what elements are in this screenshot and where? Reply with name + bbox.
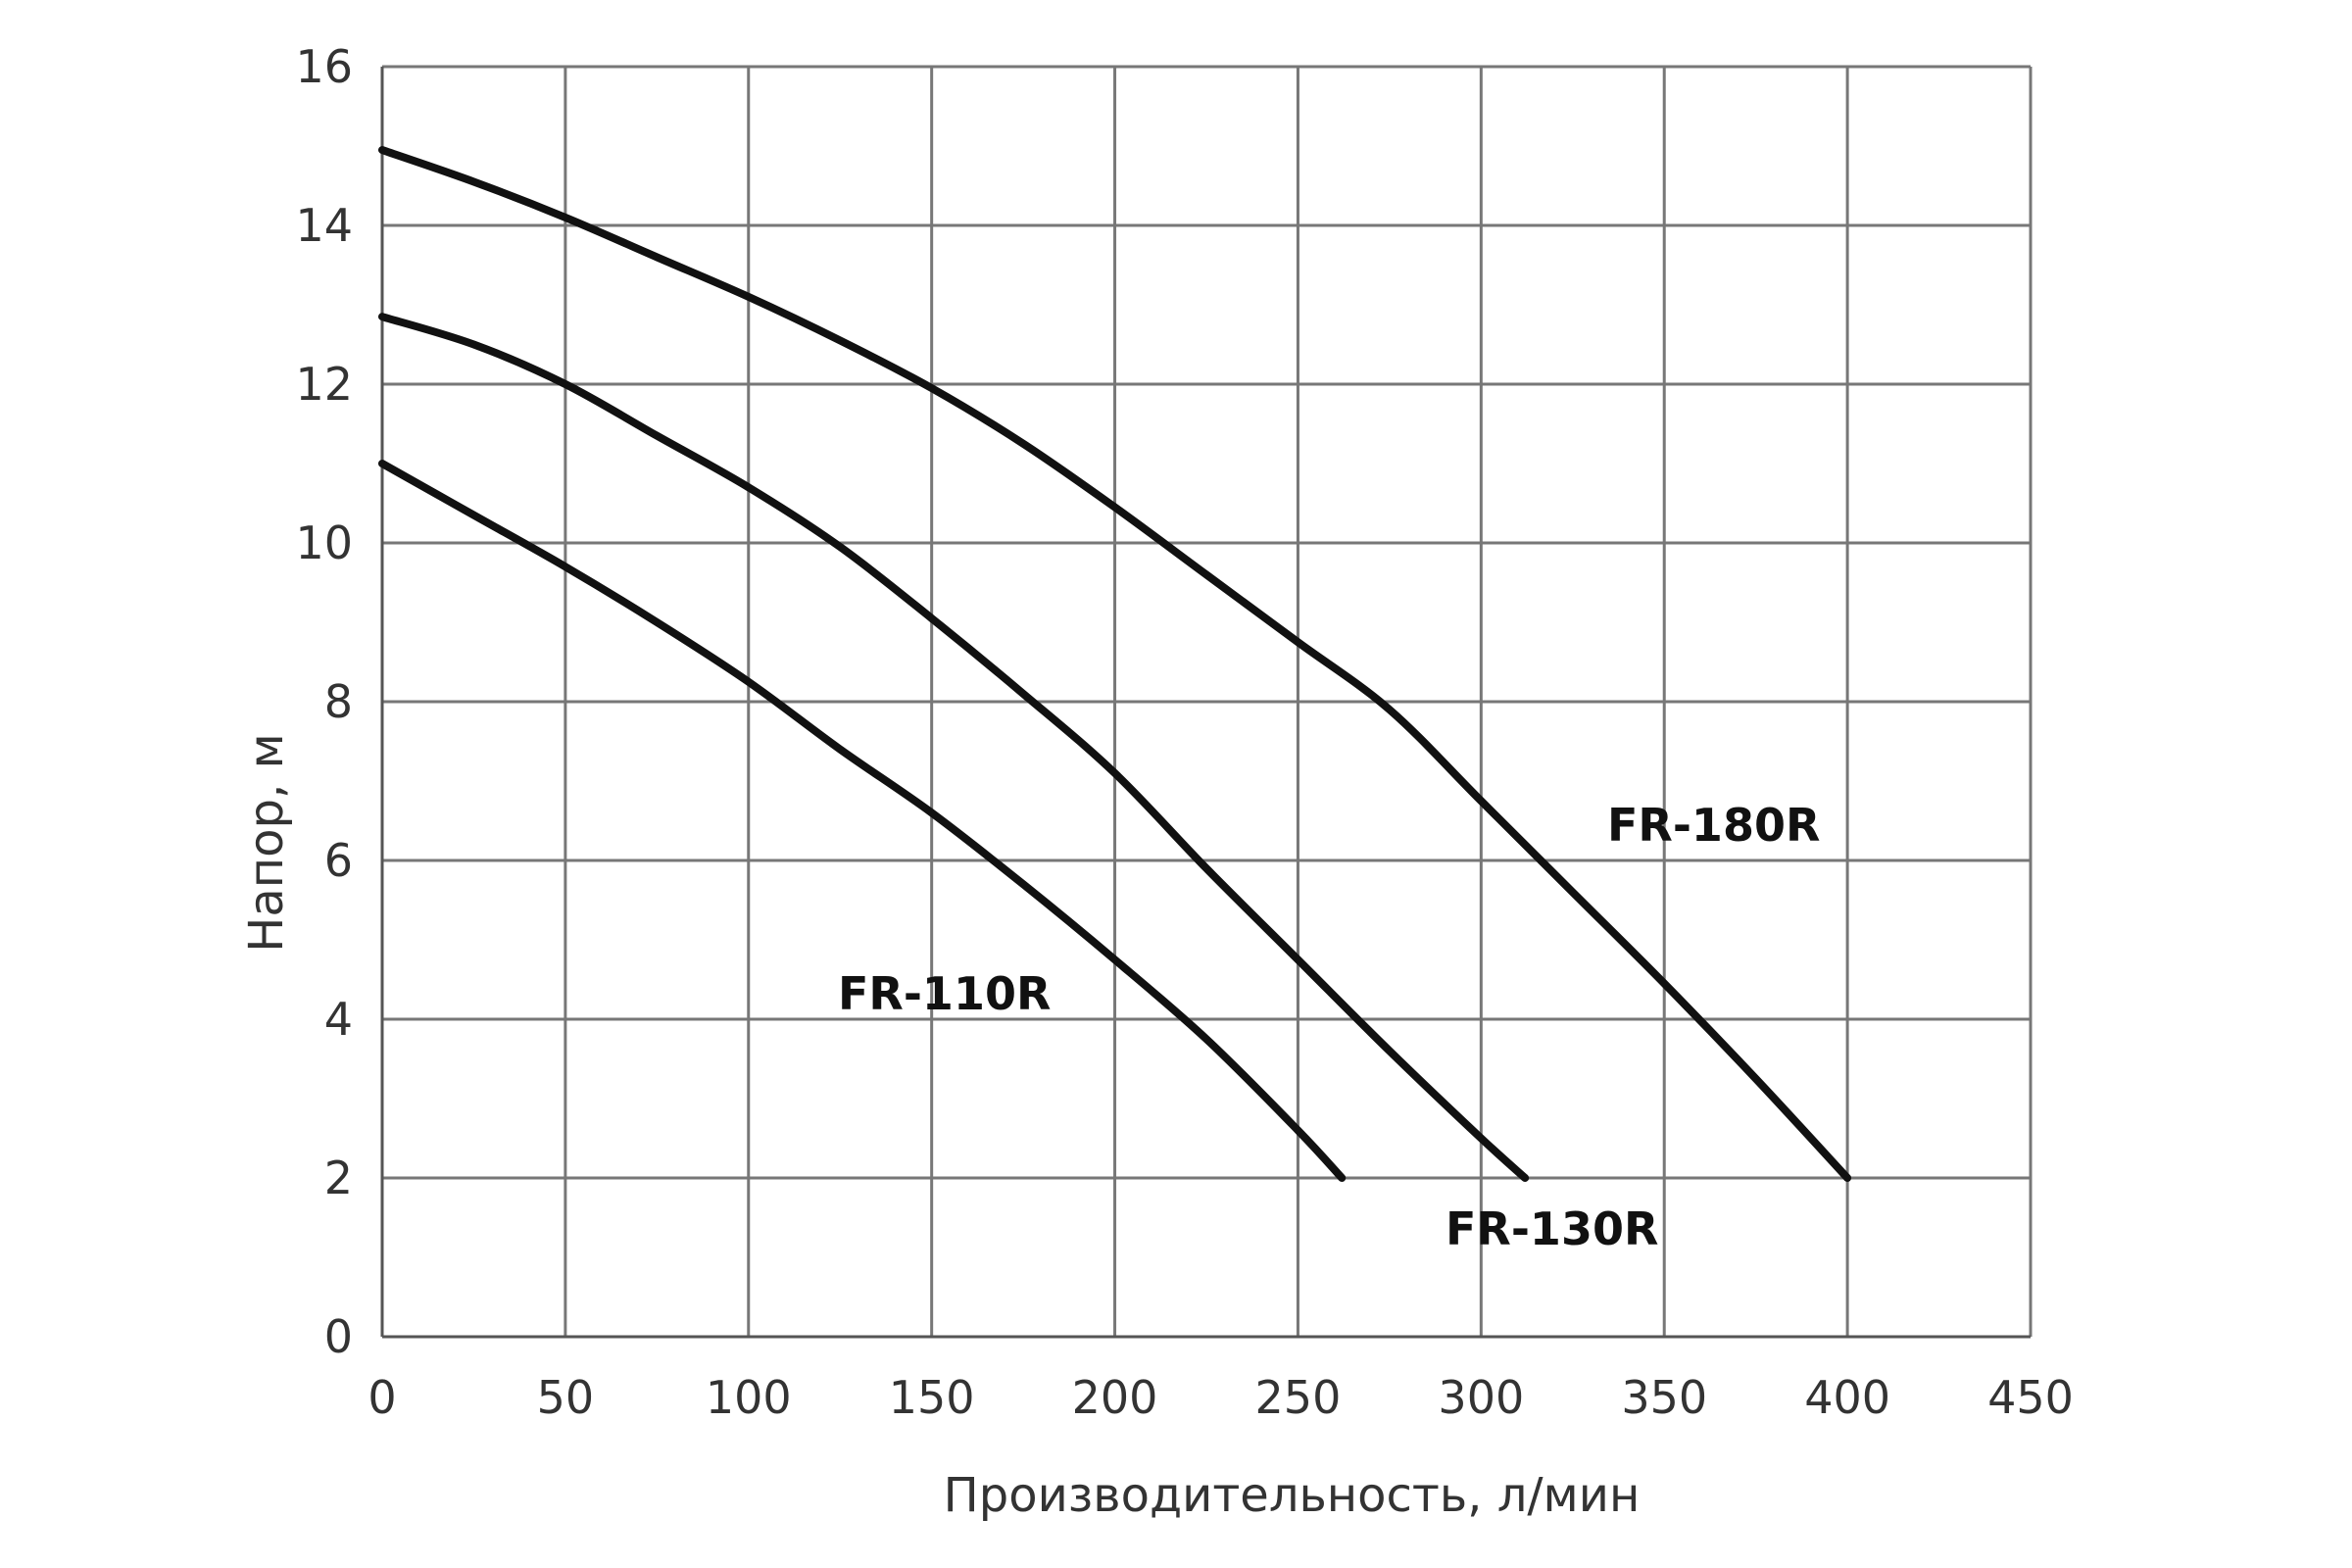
series-label-fr-110r: FR-110R: [838, 967, 1051, 1020]
y-tick-label: 14: [295, 199, 353, 252]
series-label-fr-180r: FR-180R: [1607, 799, 1820, 852]
y-tick-label: 6: [324, 834, 353, 887]
curve-fr-110r: [378, 460, 1347, 1182]
x-tick-label: 350: [1621, 1371, 1707, 1424]
y-tick-labels: 0 2 4 6 8 10 12 14 16: [295, 40, 353, 1363]
y-tick-label: 4: [324, 993, 353, 1046]
curve-fr-180r: [378, 146, 1852, 1182]
series-label-fr-130r: FR-130R: [1446, 1202, 1658, 1255]
y-tick-label: 16: [295, 40, 353, 93]
y-tick-label: 8: [324, 675, 353, 728]
curves: [378, 146, 1852, 1182]
axes: [380, 67, 2031, 1339]
y-tick-label: 0: [324, 1310, 353, 1363]
x-tick-label: 200: [1072, 1371, 1158, 1424]
x-tick-label: 100: [706, 1371, 792, 1424]
x-tick-label: 0: [368, 1371, 396, 1424]
y-tick-label: 12: [295, 358, 353, 411]
x-axis-label: Производительность, л/мин: [944, 1468, 1641, 1523]
grid: [382, 65, 2033, 1337]
x-tick-labels: 0 50 100 150 200 250 300 350 400 450: [368, 1371, 2074, 1424]
y-tick-label: 2: [324, 1152, 353, 1204]
x-tick-label: 150: [889, 1371, 975, 1424]
x-tick-label: 250: [1255, 1371, 1342, 1424]
x-tick-label: 300: [1438, 1371, 1524, 1424]
y-axis-label: Напор, м: [239, 733, 294, 952]
y-tick-label: 10: [295, 516, 353, 569]
x-tick-label: 400: [1804, 1371, 1890, 1424]
series-labels: FR-110R FR-130R FR-180R: [838, 799, 1820, 1255]
curve-fr-130r: [378, 313, 1530, 1182]
x-tick-label: 50: [537, 1371, 595, 1424]
x-tick-label: 450: [1987, 1371, 2074, 1424]
